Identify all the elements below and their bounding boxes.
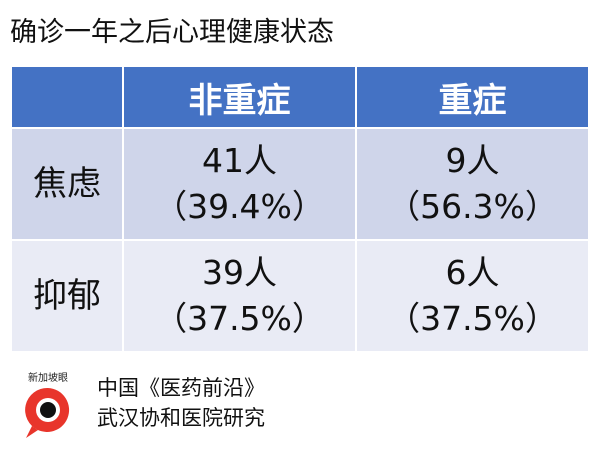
cell: 9人 （56.3%） xyxy=(355,127,590,241)
percent: （37.5%） xyxy=(387,299,558,338)
count: 6人 xyxy=(445,253,500,292)
cell: 41人 （39.4%） xyxy=(122,127,357,241)
table: 非重症 重症 焦虑 41人 （39.4%） 9人 （56.3%） 抑郁 39人 （37… xyxy=(10,65,590,353)
header-row: 非重症 重症 xyxy=(10,65,590,129)
row: 焦虑 41人 （39.4%） 9人 （56.3%） xyxy=(10,127,590,241)
source-line: 中国《医药前沿》 xyxy=(97,376,265,400)
percent: （56.3%） xyxy=(387,187,558,226)
cell: 39人 （37.5%） xyxy=(122,239,357,353)
header-cell: 重症 xyxy=(355,65,590,129)
row-label: 抑郁 xyxy=(10,239,124,353)
row: 抑郁 39人 （37.5%） 6人 （37.5%） xyxy=(10,239,590,353)
percent: （39.4%） xyxy=(154,187,325,226)
cell: 6人 （37.5%） xyxy=(355,239,590,353)
header-cell: 非重症 xyxy=(122,65,357,129)
logo-text: 新加坡眼 xyxy=(28,372,68,384)
count: 39人 xyxy=(202,253,277,292)
header-cell xyxy=(10,65,124,129)
count: 9人 xyxy=(445,141,500,180)
count: 41人 xyxy=(202,141,277,180)
source-line: 武汉协和医院研究 xyxy=(97,406,265,430)
logo-pupil xyxy=(40,402,56,418)
row-label: 焦虑 xyxy=(10,127,124,241)
logo: 新加坡眼 xyxy=(25,372,70,438)
title: 确诊一年之后心理健康状态 xyxy=(10,17,334,48)
percent: （37.5%） xyxy=(154,299,325,338)
